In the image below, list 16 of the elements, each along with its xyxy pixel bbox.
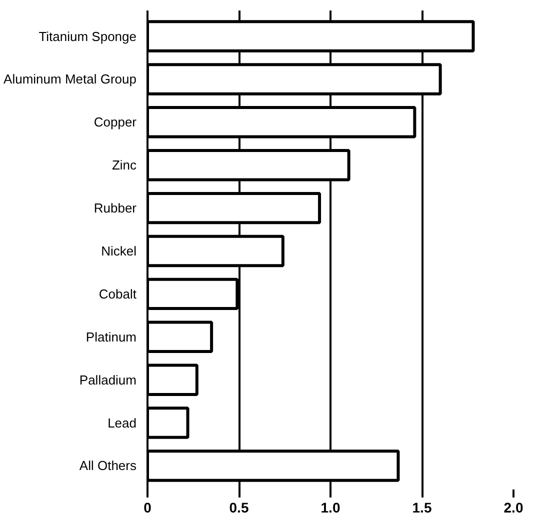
- y-tick-label: Lead: [108, 415, 136, 430]
- x-tick-label: 0: [144, 500, 152, 515]
- y-tick-label: Cobalt: [98, 286, 137, 302]
- y-tick-label: Aluminum Metal Group: [4, 72, 137, 87]
- x-tick-label: 2.0: [504, 500, 524, 515]
- y-tick-label: All Others: [79, 458, 137, 474]
- y-tick-label: Palladium: [79, 372, 137, 388]
- y-tick-label: Copper: [94, 114, 138, 130]
- x-tick-label: 1.0: [320, 500, 340, 515]
- y-tick-label: Nickel: [101, 244, 137, 258]
- x-tick-label: 1.5: [412, 500, 432, 515]
- y-tick-label: Titanium Sponge: [38, 28, 137, 44]
- x-tick-label: 0.5: [229, 500, 249, 515]
- y-tick-label: Platinum: [86, 329, 136, 344]
- y-tick-label: Zinc: [112, 158, 137, 173]
- y-tick-label: Rubber: [94, 200, 138, 216]
